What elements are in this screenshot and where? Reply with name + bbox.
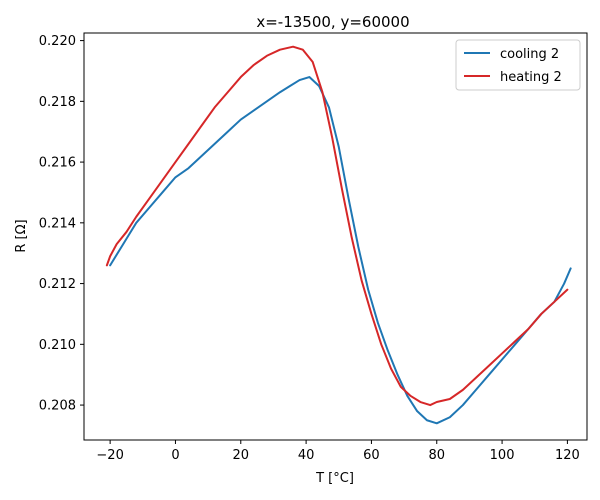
series-line-heating-2: [105, 45, 569, 407]
y-tick-label: 0.208: [39, 399, 76, 414]
x-tick-label: −20: [96, 448, 123, 463]
y-tick-label: 0.218: [39, 95, 76, 110]
plot-area: [84, 33, 587, 440]
legend-label-heating-2: heating 2: [500, 70, 562, 85]
x-tick-label: 120: [555, 448, 580, 463]
y-tick-label: 0.212: [39, 277, 76, 292]
y-axis: 0.208 0.210 0.212 0.214 0.216 0.218 0.220: [39, 34, 84, 414]
y-tick-label: 0.210: [39, 338, 76, 353]
plot-frame: [83, 32, 588, 441]
legend: cooling 2 heating 2: [455, 39, 581, 91]
series-layer: [105, 45, 572, 425]
x-tick-label: 100: [490, 448, 515, 463]
x-tick-label: 20: [233, 448, 250, 463]
chart-title: x=-13500, y=60000: [256, 13, 409, 31]
y-tick-label: 0.216: [39, 156, 76, 171]
x-axis-label: T [°C]: [315, 471, 354, 486]
x-tick-label: 60: [363, 448, 380, 463]
y-axis-label: R [Ω]: [14, 219, 29, 252]
x-tick-label: 80: [428, 448, 445, 463]
y-tick-label: 0.214: [39, 216, 76, 231]
x-axis: −20 0 20 40 60 80 100 120: [96, 440, 580, 463]
x-tick-label: 40: [298, 448, 315, 463]
series-line-cooling-2: [109, 76, 572, 425]
x-tick-label: 0: [171, 448, 179, 463]
legend-label-cooling-2: cooling 2: [500, 47, 559, 62]
y-tick-label: 0.220: [39, 34, 76, 49]
